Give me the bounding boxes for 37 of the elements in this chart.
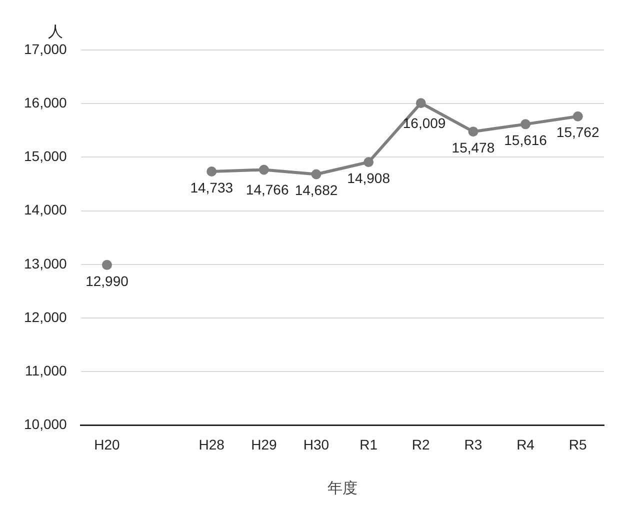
data-label: 14,682 <box>294 182 338 198</box>
point <box>416 98 426 108</box>
x-tick-label: R2 <box>412 436 430 452</box>
x-tick-label: H30 <box>303 436 330 452</box>
point <box>572 111 583 122</box>
data-label: 14,766 <box>246 182 289 198</box>
data-label: 15,762 <box>556 124 600 140</box>
point <box>364 157 374 168</box>
data-label: 15,616 <box>504 132 548 148</box>
y-tick-label: 14,000 <box>24 202 68 218</box>
point <box>311 169 322 180</box>
data-label: 14,908 <box>347 170 390 186</box>
x-tick-label: H20 <box>94 436 120 452</box>
x-tick-label: H28 <box>198 436 225 452</box>
data-label: 16,009 <box>402 114 446 131</box>
point <box>520 119 531 130</box>
x-tick-label: H29 <box>251 436 277 452</box>
data-label: 14,733 <box>190 179 234 196</box>
x-tick-label: R1 <box>360 436 378 452</box>
y-tick-label: 12,000 <box>24 308 68 325</box>
point <box>258 164 269 175</box>
y-tick-label: 16,000 <box>24 94 68 110</box>
point <box>468 126 478 137</box>
x-tick-label: R4 <box>516 436 535 452</box>
x-tick-label: R5 <box>568 436 587 452</box>
y-axis-title: 人 <box>48 24 63 41</box>
data-label: 15,478 <box>452 139 495 156</box>
y-tick-label: 17,000 <box>24 40 68 57</box>
point <box>102 260 112 270</box>
point <box>206 166 217 177</box>
y-tick-label: 11,000 <box>25 362 68 378</box>
x-axis-title: 年度 <box>327 480 358 498</box>
y-tick-label: 15,000 <box>24 148 68 164</box>
x-tick-label: R3 <box>464 436 482 452</box>
y-tick-label: 13,000 <box>24 255 68 272</box>
data-label: 12,990 <box>86 272 129 289</box>
y-tick-label: 10,000 <box>24 416 68 432</box>
